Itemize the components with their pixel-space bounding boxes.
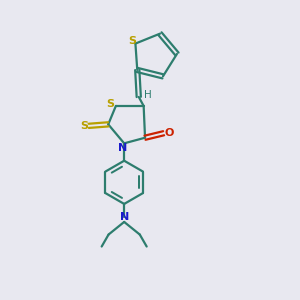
Text: S: S	[128, 37, 136, 46]
Text: N: N	[119, 212, 129, 222]
Text: H: H	[145, 91, 152, 100]
Text: S: S	[80, 121, 88, 131]
Text: O: O	[164, 128, 173, 138]
Text: S: S	[106, 99, 115, 110]
Text: N: N	[118, 143, 127, 153]
